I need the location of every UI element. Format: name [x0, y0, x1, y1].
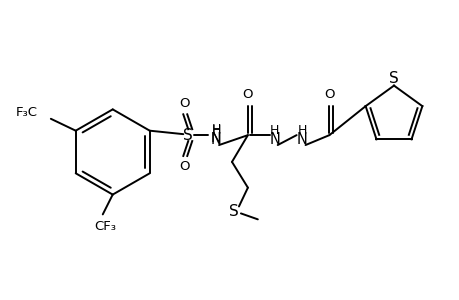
Text: H: H [211, 124, 220, 137]
Text: O: O [179, 97, 189, 110]
Text: N: N [269, 132, 280, 147]
Text: S: S [229, 204, 238, 219]
Text: H: H [211, 123, 220, 136]
Text: H: H [297, 124, 307, 137]
Text: N: N [210, 132, 221, 147]
Text: F₃C: F₃C [16, 106, 38, 119]
Text: CF₃: CF₃ [94, 220, 116, 233]
Text: N: N [297, 132, 308, 147]
Text: S: S [388, 71, 398, 86]
Text: O: O [242, 88, 252, 101]
Text: O: O [179, 160, 189, 173]
Text: O: O [324, 88, 334, 101]
Text: N: N [210, 131, 221, 145]
Text: S: S [183, 128, 193, 142]
Text: H: H [269, 124, 279, 137]
